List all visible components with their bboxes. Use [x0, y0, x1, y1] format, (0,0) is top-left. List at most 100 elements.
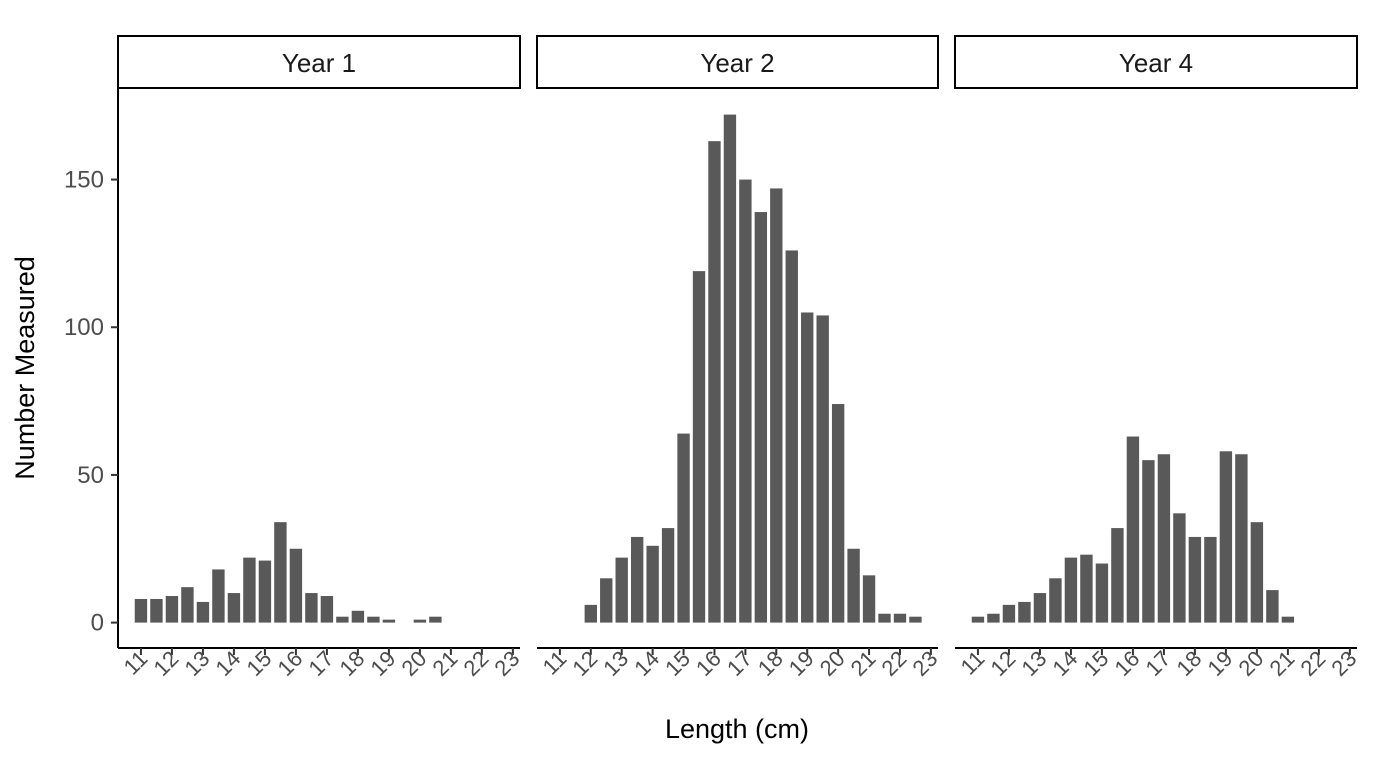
bar — [801, 312, 814, 623]
bar — [1188, 536, 1202, 623]
bar — [289, 548, 303, 623]
y-axis-title: Number Measured — [10, 256, 40, 480]
bar — [351, 610, 365, 623]
strip-label: Year 4 — [1119, 48, 1193, 78]
bar — [816, 315, 829, 623]
bar — [1049, 578, 1062, 623]
x-tick-label: 11 — [538, 646, 572, 680]
strip — [536, 35, 939, 89]
bar — [770, 188, 783, 623]
bar — [274, 522, 287, 623]
bar — [382, 619, 396, 623]
bar — [243, 557, 256, 623]
x-tick-label: 17 — [303, 646, 338, 681]
x-tick-label: 15 — [1078, 646, 1113, 681]
bar — [1064, 557, 1078, 623]
bar — [615, 557, 628, 623]
bar — [754, 212, 768, 623]
bar — [646, 545, 659, 623]
strip — [117, 35, 521, 89]
bar — [1095, 563, 1109, 623]
bar — [1157, 454, 1171, 623]
bar — [847, 548, 860, 623]
x-tick-label: 22 — [1295, 646, 1330, 681]
bar — [1250, 522, 1264, 623]
bar — [630, 536, 644, 623]
y-tick-label: 0 — [91, 610, 104, 637]
bar — [150, 598, 163, 623]
bar — [723, 114, 737, 623]
bar — [785, 250, 798, 623]
bar — [909, 616, 922, 623]
x-tick-label: 17 — [1140, 646, 1175, 681]
x-tick-label: 16 — [1109, 646, 1144, 681]
strip-label: Year 1 — [282, 48, 356, 78]
x-tick-label: 21 — [1264, 646, 1299, 681]
x-tick-label: 19 — [1202, 646, 1237, 681]
x-tick-label: 20 — [1233, 646, 1268, 681]
strip-label: Year 2 — [700, 48, 774, 78]
bar — [692, 271, 706, 623]
bar — [987, 613, 1000, 623]
bar — [600, 578, 613, 623]
bar — [862, 575, 876, 623]
bar — [893, 613, 907, 623]
x-tick-label: 12 — [148, 646, 183, 681]
x-tick-label: 20 — [396, 646, 431, 681]
bar — [878, 613, 891, 623]
bar — [708, 141, 721, 623]
bar — [971, 616, 985, 623]
bar — [413, 619, 427, 623]
bar — [258, 560, 272, 623]
bar — [165, 596, 179, 623]
bar — [1018, 601, 1031, 623]
x-tick-label: 12 — [985, 646, 1020, 681]
bar — [196, 601, 210, 623]
bar — [1080, 554, 1093, 623]
bar — [1204, 536, 1217, 623]
x-tick-label: 23 — [907, 646, 942, 681]
x-axis-title: Length (cm) — [665, 714, 809, 744]
bar — [227, 593, 241, 623]
bar — [305, 593, 318, 623]
x-tick-label: 11 — [956, 646, 990, 680]
y-tick-label: 150 — [64, 167, 104, 194]
bar — [181, 587, 194, 623]
bar — [1126, 436, 1140, 623]
x-tick-label: 23 — [489, 646, 524, 681]
x-tick-label: 19 — [365, 646, 400, 681]
bar — [584, 604, 597, 623]
bar — [1142, 460, 1155, 623]
bar — [1173, 513, 1186, 623]
x-tick-label: 18 — [334, 646, 369, 681]
x-tick-label: 18 — [1171, 646, 1206, 681]
bar — [320, 596, 334, 623]
x-tick-label: 16 — [272, 646, 307, 681]
x-tick-label: 14 — [210, 646, 245, 681]
bar — [212, 569, 225, 623]
bar — [1266, 590, 1279, 623]
bar — [661, 528, 675, 623]
bar — [831, 404, 845, 623]
x-tick-label: 13 — [179, 646, 214, 681]
bar — [1033, 593, 1047, 623]
bar — [739, 179, 752, 623]
x-tick-label: 13 — [1016, 646, 1051, 681]
bar — [1235, 454, 1248, 623]
bar — [1002, 604, 1016, 623]
x-tick-label: 14 — [1047, 646, 1082, 681]
bar — [1111, 528, 1124, 623]
bar — [367, 616, 380, 623]
bar — [336, 616, 349, 623]
x-tick-label: 23 — [1326, 646, 1361, 681]
bar — [429, 616, 442, 623]
bar — [1219, 451, 1233, 623]
x-tick-label: 21 — [427, 646, 462, 681]
y-tick-label: 100 — [64, 314, 104, 341]
x-tick-label: 15 — [241, 646, 276, 681]
x-tick-label: 22 — [458, 646, 493, 681]
x-tick-label: 11 — [119, 646, 153, 680]
bar — [134, 598, 148, 623]
bar — [1281, 616, 1295, 623]
